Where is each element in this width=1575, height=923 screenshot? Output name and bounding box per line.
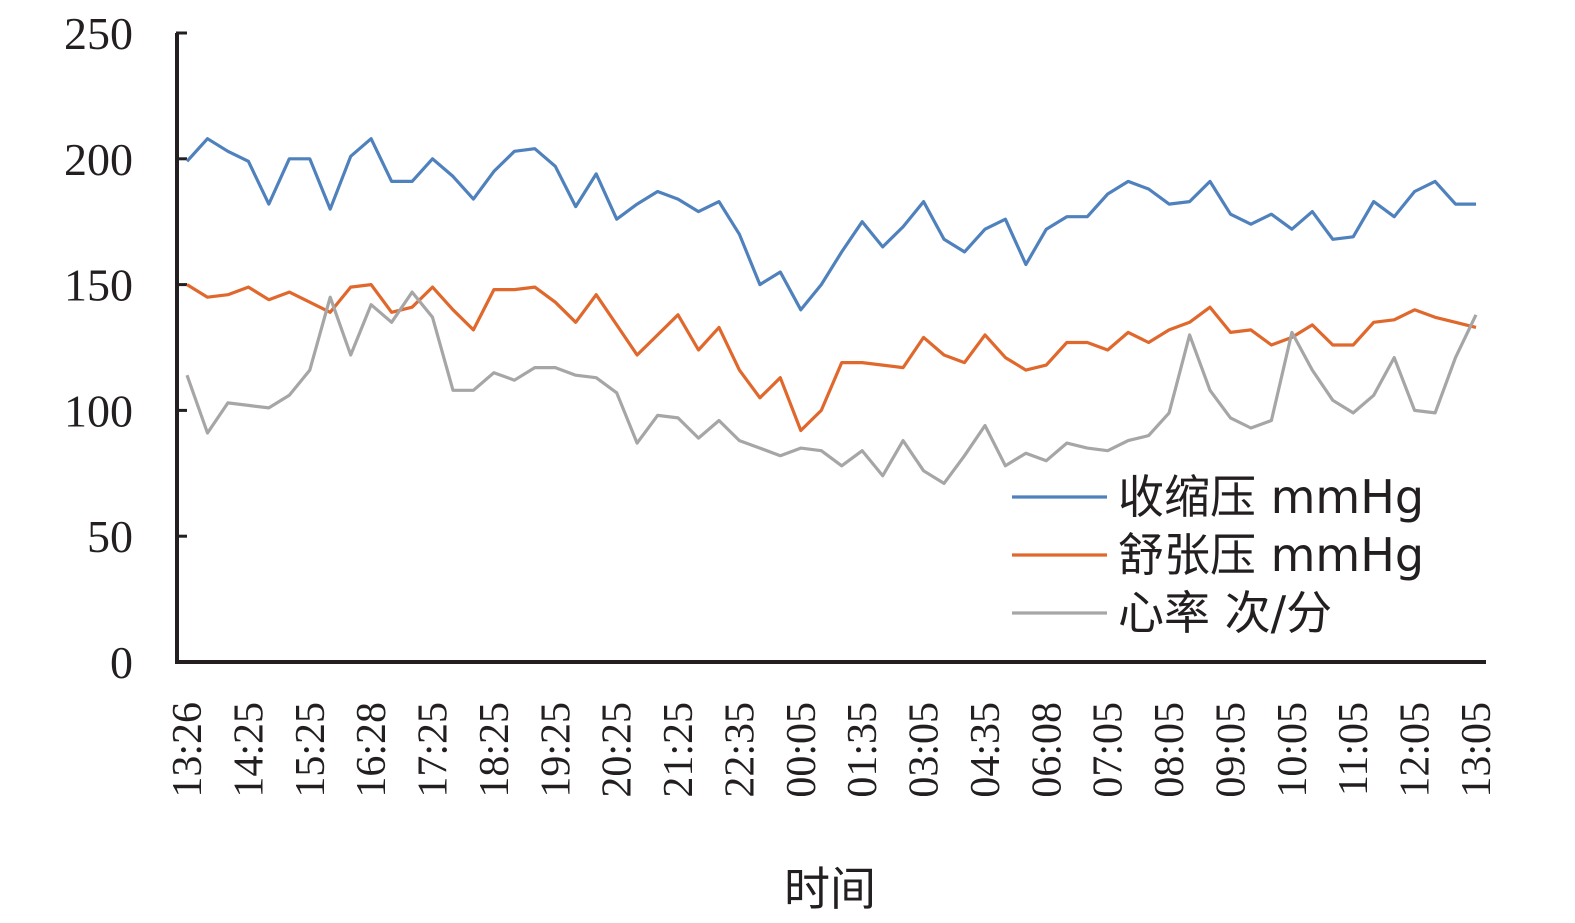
- x-tick-label: 09:05: [1208, 702, 1254, 798]
- y-tick-label: 200: [64, 134, 133, 185]
- x-tick-label: 07:05: [1086, 702, 1132, 798]
- x-tick-label: 19:25: [533, 702, 579, 798]
- legend-label-1: 收缩压 mmHg: [1118, 470, 1424, 524]
- series-line-1: [185, 137, 1476, 312]
- y-tick-label: 150: [64, 260, 133, 311]
- series-layer: [185, 137, 1478, 485]
- legend-label-2: 舒张压 mmHg: [1118, 528, 1424, 582]
- x-tick-label: 13:26: [165, 702, 211, 798]
- x-tick-label: 21:25: [656, 702, 702, 798]
- y-tick-label: 100: [64, 385, 133, 436]
- x-tick-label: 20:25: [595, 702, 641, 798]
- x-tick-label: 15:25: [288, 702, 334, 798]
- x-axis: 13:26 14:25 15:25 16:28 17:25 18:25 19:25 20:25…: [165, 660, 1500, 798]
- x-tick-label: 00:05: [779, 702, 825, 798]
- x-tick-label: 14:25: [226, 702, 272, 798]
- x-tick-label: 22:35: [717, 702, 763, 798]
- series-line-2: [186, 283, 1477, 433]
- x-tick-label: 01:35: [840, 702, 886, 798]
- y-tick-label: 250: [64, 8, 133, 59]
- y-tick-label: 0: [110, 637, 133, 688]
- x-tick-label: 06:08: [1024, 702, 1070, 798]
- x-tick-label: 11:05: [1331, 702, 1377, 796]
- y-tick-label: 50: [87, 511, 133, 562]
- x-tick-label: 03:05: [902, 702, 948, 798]
- y-axis: 0 50 100 150 200 250: [64, 8, 187, 688]
- x-tick-label: 16:28: [349, 702, 395, 798]
- x-tick-label: 12:05: [1393, 702, 1439, 798]
- x-tick-label: 17:25: [411, 702, 457, 798]
- x-tick-label: 10:05: [1270, 702, 1316, 798]
- legend-label-3: 心率 次/分: [1118, 586, 1332, 640]
- x-tick-label: 04:35: [963, 702, 1009, 798]
- x-axis-title: 时间: [784, 862, 876, 916]
- x-tick-label: 08:05: [1147, 702, 1193, 798]
- x-tick-label: 18:25: [472, 702, 518, 798]
- series-line-3: [185, 290, 1478, 485]
- x-tick-label: 13:05: [1454, 702, 1500, 798]
